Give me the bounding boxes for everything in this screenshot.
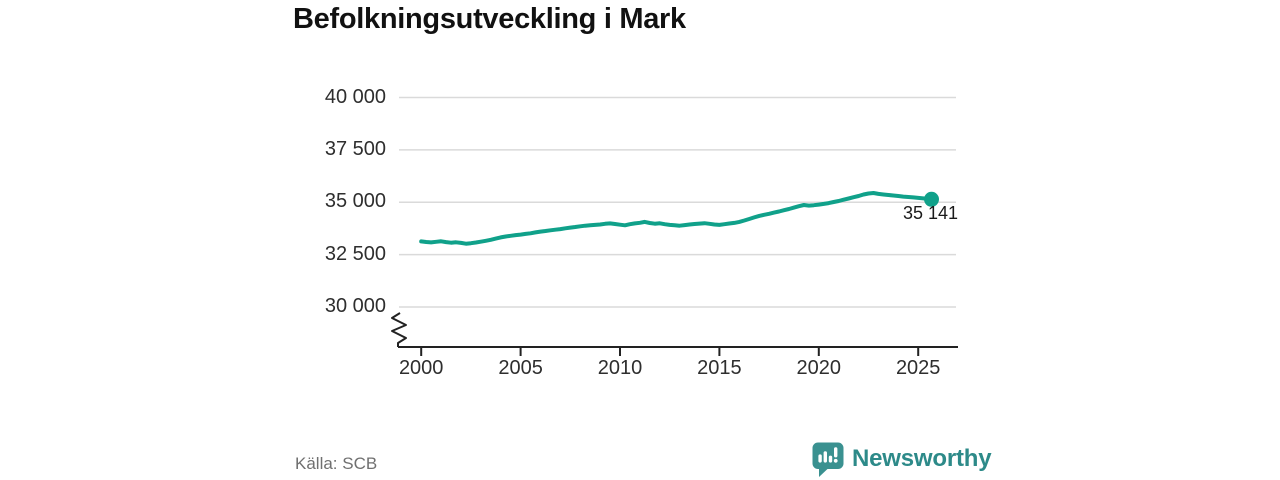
x-axis-tick-label: 2020 bbox=[796, 357, 842, 379]
x-axis-tick-label: 2025 bbox=[895, 357, 941, 379]
x-axis-tick-label: 2000 bbox=[398, 357, 444, 379]
last-value-label: 35 141 bbox=[902, 203, 958, 224]
chart-title: Befolkningsutveckling i Mark bbox=[293, 3, 686, 35]
y-axis-tick-label: 40 000 bbox=[324, 85, 386, 108]
newsworthy-logo: Newsworthy bbox=[811, 441, 992, 477]
y-axis-tick-label: 32 500 bbox=[324, 242, 386, 265]
y-axis-tick-label: 35 000 bbox=[324, 190, 386, 213]
x-axis-tick-label: 2010 bbox=[597, 357, 643, 379]
y-axis-tick-label: 37 500 bbox=[324, 137, 386, 160]
end-point-marker bbox=[924, 191, 939, 207]
x-axis-tick-label: 2005 bbox=[498, 357, 543, 379]
source-note: Källa: SCB bbox=[295, 454, 378, 473]
y-axis-tick-label: 30 000 bbox=[324, 295, 386, 317]
axis-break-icon bbox=[391, 312, 407, 347]
population-line bbox=[419, 191, 934, 246]
brand-name: Newsworthy bbox=[852, 445, 992, 472]
x-axis-tick-label: 2015 bbox=[697, 357, 742, 379]
newsworthy-bar-chart-bubble-icon bbox=[811, 441, 845, 477]
